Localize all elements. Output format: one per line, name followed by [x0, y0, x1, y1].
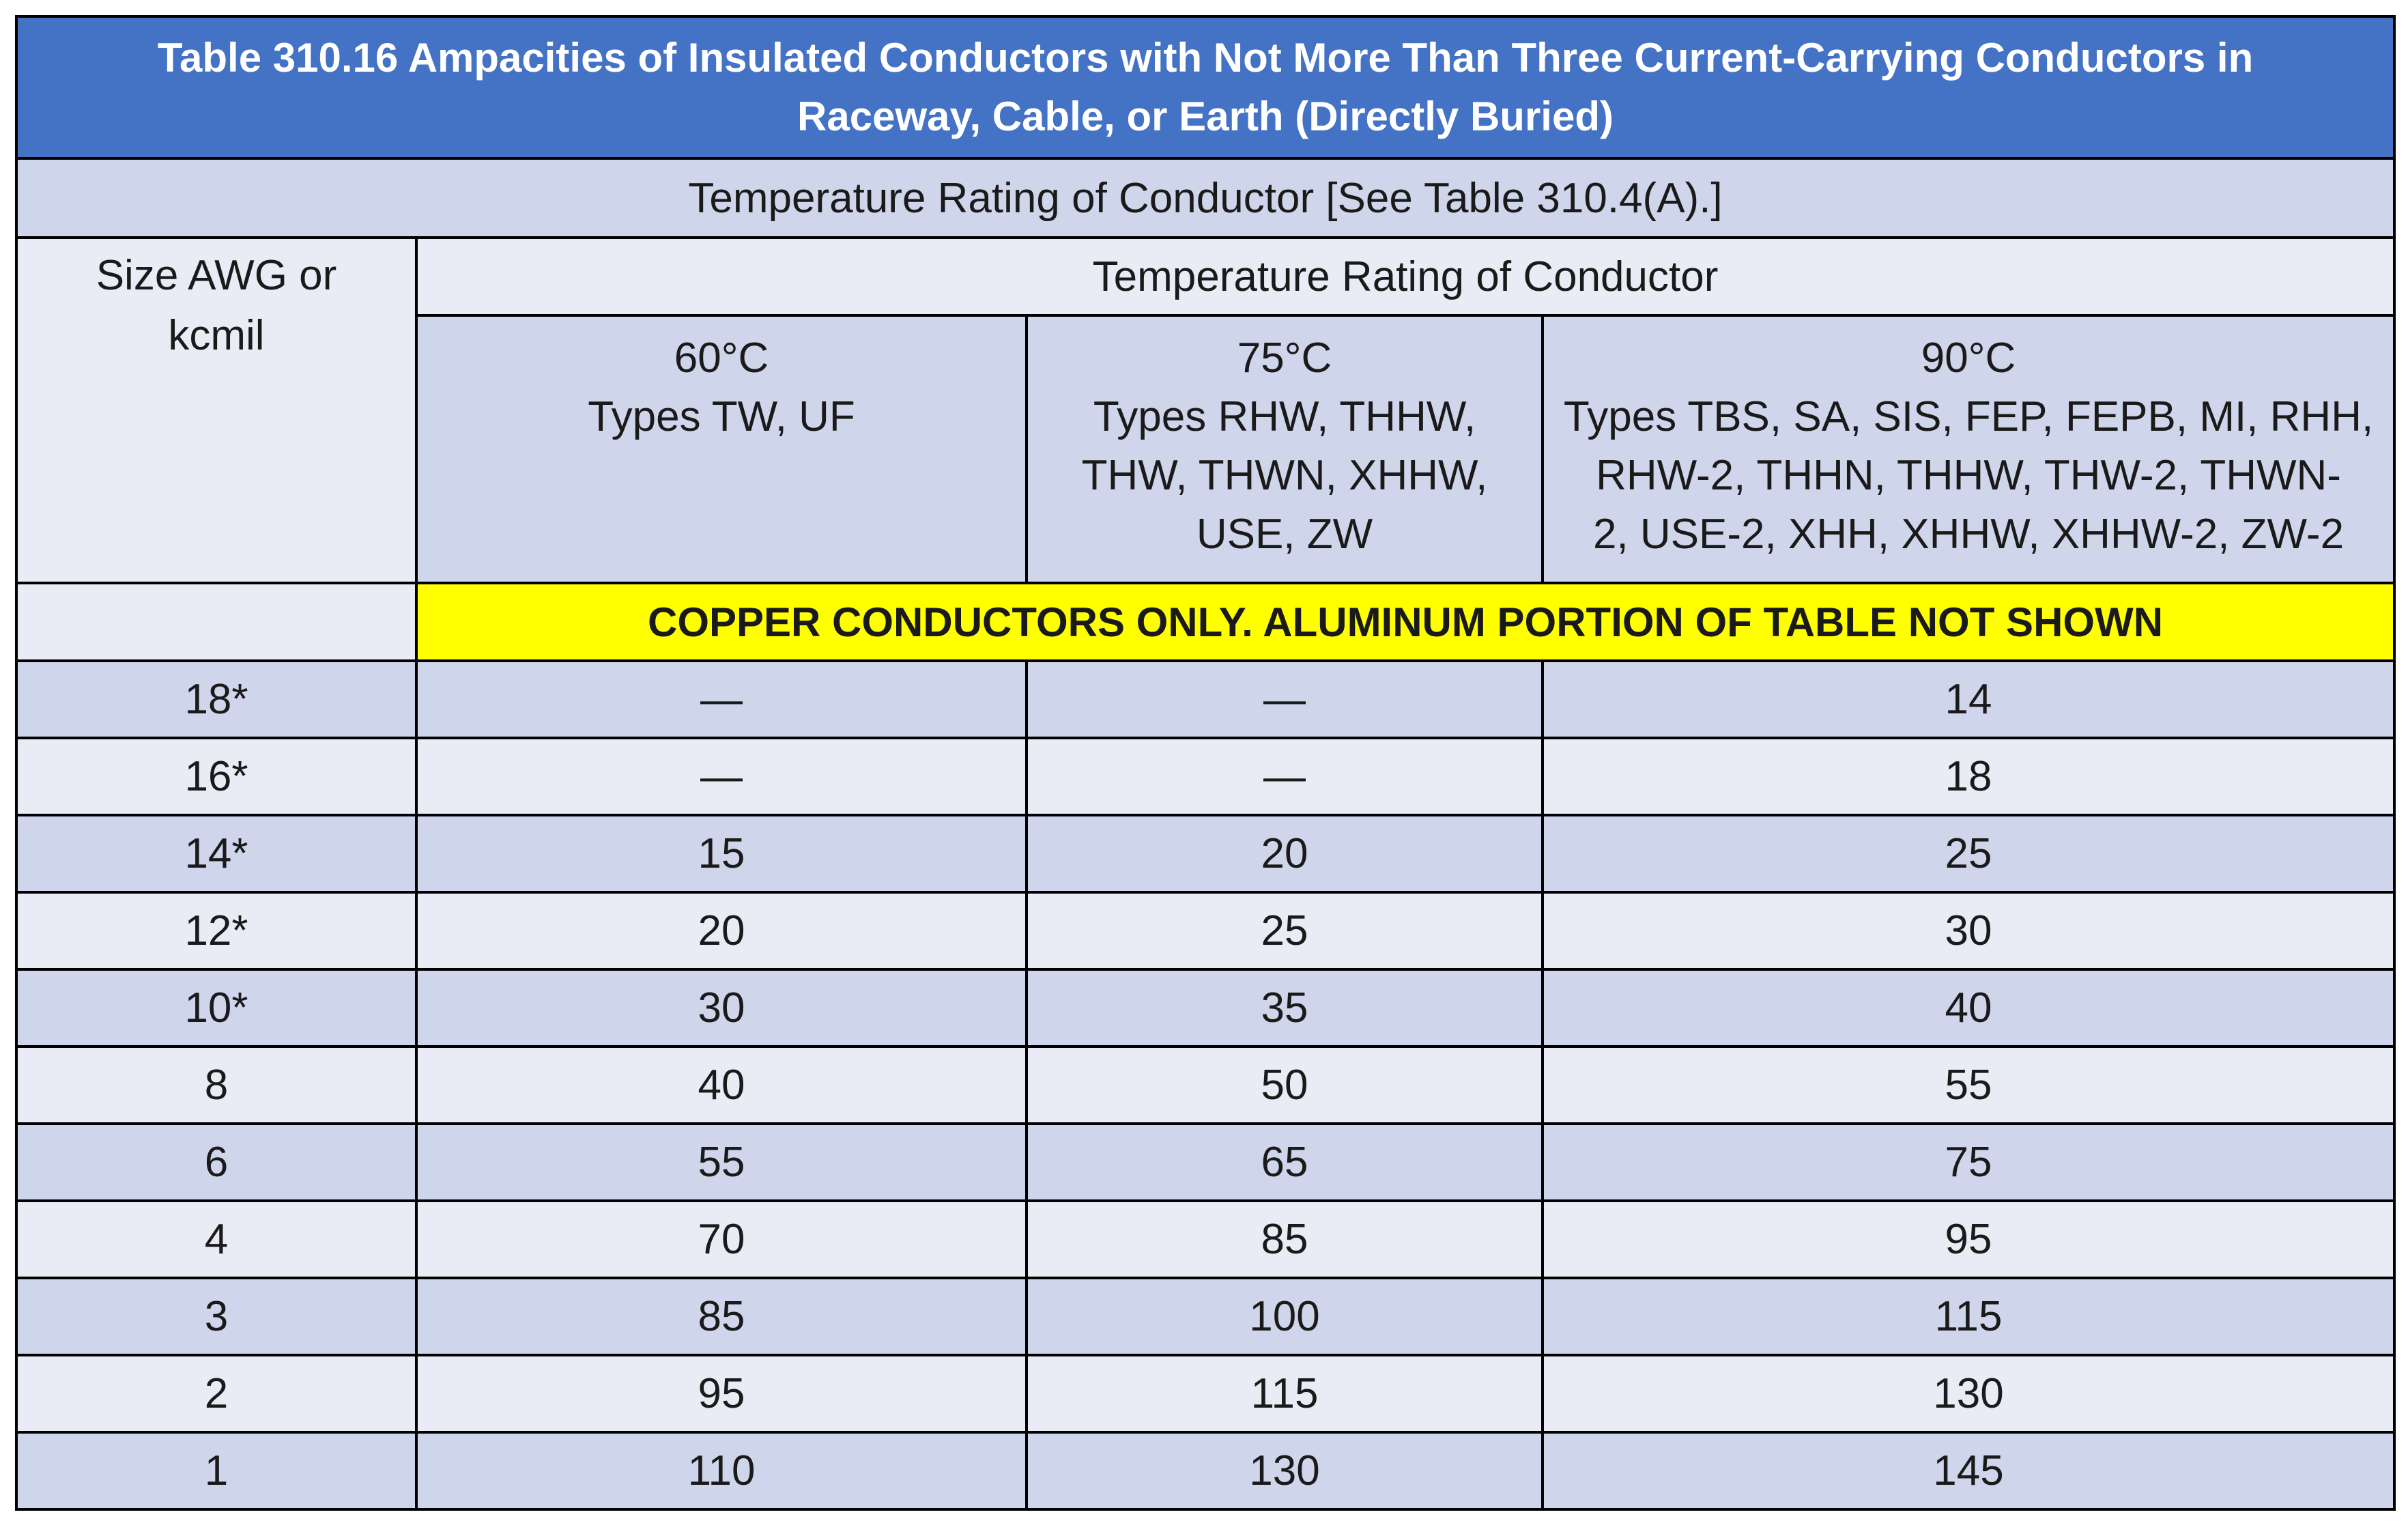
- size-header-line-1: Size AWG or: [96, 252, 337, 299]
- column-header-75c-temp: 75°C: [1237, 335, 1332, 382]
- ampacity-75c-cell: —: [1025, 737, 1544, 816]
- ampacity-60c-cell: 20: [415, 891, 1028, 971]
- table-row: 16* — —18: [15, 737, 2396, 816]
- column-header-60c: 60°C Types TW, UF: [415, 314, 1028, 584]
- ampacity-60c-cell: 55: [415, 1122, 1028, 1202]
- ampacity-75c-cell: 25: [1025, 891, 1544, 971]
- ampacity-60c-cell: 40: [415, 1045, 1028, 1125]
- column-header-60c-types-line: Types TW, UF: [588, 393, 855, 440]
- size-cell: 12*: [15, 891, 418, 971]
- ampacity-75c-cell: 100: [1025, 1277, 1544, 1356]
- column-header-75c: 75°C Types RHW, THHW, THW, THWN, XHHW, U…: [1025, 314, 1544, 584]
- ampacity-table-container: Table 310.16 Ampacities of Insulated Con…: [14, 15, 2396, 1511]
- column-header-60c-temp: 60°C: [674, 335, 769, 382]
- column-header-90c-types-line: RHW-2, THHN, THHW, THW-2, THWN-: [1596, 452, 2341, 499]
- table-title: Table 310.16 Ampacities of Insulated Con…: [14, 15, 2396, 160]
- ampacity-table: Table 310.16 Ampacities of Insulated Con…: [14, 15, 2396, 1511]
- table-row: 2 95 115 130: [15, 1354, 2396, 1434]
- table-title-line-1: Table 310.16 Ampacities of Insulated Con…: [157, 35, 2254, 81]
- ampacity-60c-cell: 15: [415, 814, 1028, 894]
- table-subtitle: Temperature Rating of Conductor [See Tab…: [14, 157, 2396, 239]
- column-header-90c: 90°C Types TBS, SA, SIS, FEP, FEPB, MI, …: [1540, 314, 2396, 584]
- table-row: 8 40 50 55: [15, 1045, 2396, 1125]
- ampacity-60c-cell: —: [415, 659, 1028, 739]
- note-spacer-cell: [15, 582, 418, 662]
- ampacity-60c-cell: 85: [415, 1277, 1028, 1356]
- ampacity-90c-cell: 40: [1540, 968, 2396, 1048]
- column-header-90c-types-line: 2, USE-2, XHH, XHHW, XHHW-2, ZW-2: [1592, 511, 2345, 558]
- size-cell: 8: [15, 1045, 418, 1125]
- table-row: 4 70 85 95: [15, 1199, 2396, 1279]
- ampacity-90c-cell: 145: [1540, 1431, 2396, 1511]
- table-row: 12* 20 25 30: [15, 891, 2396, 971]
- table-row: 3 85 100 115: [15, 1277, 2396, 1356]
- column-header-90c-temp: 90°C: [1921, 335, 2016, 382]
- table-title-line-2: Raceway, Cable, or Earth (Directly Burie…: [797, 94, 1614, 139]
- column-header-75c-types-line: USE, ZW: [1196, 511, 1373, 558]
- ampacity-90c-cell: 18: [1540, 737, 2396, 816]
- copper-only-note: COPPER CONDUCTORS ONLY. ALUMINUM PORTION…: [414, 582, 2396, 662]
- table-row: 10* 30 35 40: [15, 968, 2396, 1048]
- ampacity-75c-cell: 50: [1025, 1045, 1544, 1125]
- size-cell: 3: [15, 1277, 418, 1356]
- ampacity-90c-cell: 75: [1540, 1122, 2396, 1202]
- size-cell: 18*: [15, 659, 418, 739]
- ampacity-90c-cell: 95: [1540, 1199, 2396, 1279]
- size-cell: 6: [15, 1122, 418, 1202]
- size-cell: 10*: [15, 968, 418, 1048]
- ampacity-90c-cell: 30: [1540, 891, 2396, 971]
- ampacity-90c-cell: 115: [1540, 1277, 2396, 1356]
- ampacity-75c-cell: —: [1025, 659, 1544, 739]
- size-column-header: Size AWG or kcmil: [15, 236, 418, 584]
- column-header-75c-types-line: Types RHW, THHW,: [1093, 393, 1476, 440]
- table-row: 14* 15 20 25: [15, 814, 2396, 894]
- ampacity-75c-cell: 115: [1025, 1354, 1544, 1434]
- temperature-rating-header: Temperature Rating of Conductor: [414, 236, 2396, 317]
- ampacity-90c-cell: 130: [1540, 1354, 2396, 1434]
- column-header-75c-types-line: THW, THWN, XHHW,: [1081, 452, 1488, 499]
- ampacity-60c-cell: 95: [415, 1354, 1028, 1434]
- ampacity-60c-cell: 70: [415, 1199, 1028, 1279]
- ampacity-90c-cell: 14: [1540, 659, 2396, 739]
- ampacity-90c-cell: 25: [1540, 814, 2396, 894]
- ampacity-60c-cell: —: [415, 737, 1028, 816]
- table-row: 18* — —14: [15, 659, 2396, 739]
- table-row: 6 55 65 75: [15, 1122, 2396, 1202]
- ampacity-75c-cell: 65: [1025, 1122, 1544, 1202]
- ampacity-60c-cell: 110: [415, 1431, 1028, 1511]
- ampacity-75c-cell: 130: [1025, 1431, 1544, 1511]
- size-cell: 2: [15, 1354, 418, 1434]
- ampacity-75c-cell: 85: [1025, 1199, 1544, 1279]
- size-header-line-2: kcmil: [168, 312, 265, 359]
- ampacity-75c-cell: 35: [1025, 968, 1544, 1048]
- ampacity-75c-cell: 20: [1025, 814, 1544, 894]
- size-cell: 4: [15, 1199, 418, 1279]
- ampacity-60c-cell: 30: [415, 968, 1028, 1048]
- ampacity-90c-cell: 55: [1540, 1045, 2396, 1125]
- size-cell: 1: [15, 1431, 418, 1511]
- size-cell: 16*: [15, 737, 418, 816]
- table-row: 1 110 130 145: [15, 1431, 2396, 1511]
- size-cell: 14*: [15, 814, 418, 894]
- column-header-90c-types-line: Types TBS, SA, SIS, FEP, FEPB, MI, RHH,: [1563, 393, 2374, 440]
